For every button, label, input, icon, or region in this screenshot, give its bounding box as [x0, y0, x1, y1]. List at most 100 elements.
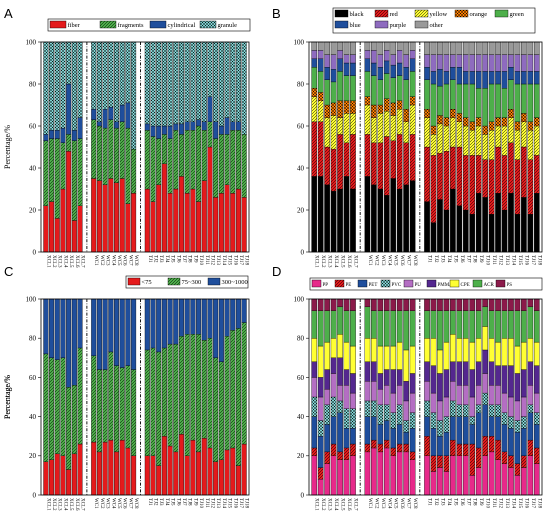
bar-segment-red	[450, 146, 456, 190]
bar-segment-ps	[514, 298, 521, 311]
legend-swatch	[311, 279, 322, 288]
bar-segment-pvc	[456, 404, 463, 417]
bar-segment-red	[533, 155, 540, 194]
bar-segment-black	[403, 184, 409, 253]
y-tick-label: 20	[297, 206, 305, 214]
bar-segment-3001000	[161, 298, 167, 349]
legend-label: green	[510, 11, 525, 18]
bar-segment-yellow	[450, 117, 456, 148]
bar-segment-cylindrical	[218, 125, 224, 135]
category-label: TJ9	[192, 255, 197, 263]
bar-segment-pet	[514, 432, 521, 464]
bar-segment-black	[469, 214, 476, 253]
bar-segment-green	[343, 75, 350, 101]
bar-segment-75300	[201, 339, 207, 439]
bar-segment-orange	[317, 92, 324, 101]
bar-segment-purple	[443, 54, 450, 72]
bar-segment-yellow	[409, 104, 416, 135]
bar-segment-orange	[364, 96, 371, 106]
bar-segment-fiber	[71, 220, 77, 253]
legend-label: ACR	[484, 283, 495, 288]
bar-segment-3001000	[190, 298, 196, 335]
bar-segment-pmma	[469, 369, 476, 398]
bar-segment-pmma	[371, 361, 377, 382]
bar-segment-cpe	[390, 345, 397, 370]
bar-segment-fragments	[54, 138, 60, 219]
bar-segment-pe	[475, 447, 482, 468]
bar-segment-fiber	[173, 188, 179, 253]
bar-segment-pe	[311, 447, 318, 456]
category-label: WC3	[380, 255, 385, 266]
bar-segment-75300	[108, 351, 114, 441]
bar-segment-black	[409, 180, 416, 253]
bar-segment-75300	[91, 355, 97, 443]
bar-segment-pe	[330, 443, 337, 456]
category-label: TJ4	[446, 255, 451, 263]
legend-swatch	[199, 20, 217, 29]
legend: black red yellow orange green blue purple other	[332, 7, 536, 34]
bar-segment-black	[317, 176, 324, 253]
bar-segment-pp	[390, 455, 397, 496]
bar-segment-75300	[96, 369, 102, 453]
bar-segment-75300	[49, 357, 55, 460]
bar-segment-cpe	[527, 338, 534, 362]
panel-letter: C	[4, 264, 13, 279]
bar-segment-75300	[60, 357, 66, 456]
category-label: TJ8	[187, 498, 192, 506]
bar-segment-pp	[424, 455, 430, 496]
bar-segment-green	[403, 79, 409, 110]
bar-segment-granule	[96, 41, 102, 122]
bar-segment-pp	[396, 451, 403, 496]
category-label: TJ5	[170, 255, 175, 263]
bar-segment-green	[462, 83, 469, 118]
bar-segment-blue	[311, 58, 318, 68]
bar-segment-ps	[469, 298, 476, 311]
bar-segment-pvc	[330, 396, 337, 417]
y-tick-label: 40	[29, 164, 37, 172]
bar-segment-fiber	[190, 188, 196, 253]
category-label: WC7	[406, 498, 411, 509]
bar-segment-blue	[527, 71, 534, 85]
bar-segment-pe	[437, 455, 443, 468]
bar-segment-ps	[488, 298, 495, 311]
bar-segment-fragments	[190, 130, 196, 190]
bar-segment-purple	[501, 54, 508, 72]
bar-segment-75	[150, 455, 156, 496]
bar-segment-ps	[475, 298, 482, 311]
category-label: XCL3	[327, 498, 332, 511]
bar-segment-pe	[324, 451, 330, 464]
bar-segment-pet	[409, 428, 416, 453]
bar-segment-pe	[488, 436, 495, 453]
bar-segment-red	[383, 136, 390, 196]
category-label: XCL7	[352, 498, 357, 511]
bar-segment-cpe	[437, 349, 443, 374]
bar-segment-ps	[364, 298, 371, 308]
bar-segment-cpe	[430, 338, 437, 366]
bar-segment-fiber	[241, 197, 247, 253]
bar-segment-pu	[475, 385, 482, 406]
bar-segment-other	[514, 41, 521, 55]
bar-segment-yellow	[364, 104, 371, 135]
bar-segment-purple	[450, 54, 456, 68]
category-label: TJ9	[478, 498, 483, 506]
legend-swatch	[49, 20, 67, 29]
bar-segment-blue	[317, 58, 324, 72]
bar-segment-red	[324, 146, 330, 185]
bar-segment-other	[337, 41, 343, 51]
bar-segment-other	[311, 41, 318, 51]
bar-segment-purple	[390, 54, 397, 66]
category-label: XCL3	[57, 498, 62, 511]
category-label: TJ12	[498, 255, 503, 266]
category-label: XCL2	[320, 498, 325, 511]
legend: PP PE PET PVC PU PMMA CPE ACR PS	[309, 277, 543, 291]
bar-segment-yellow	[383, 111, 390, 137]
bar-segment-fiber	[66, 151, 72, 253]
bar-segment-fragments	[196, 125, 202, 202]
bar-segment-pmma	[437, 373, 443, 402]
bar-segment-3001000	[114, 298, 120, 366]
y-axis-label: Percentage/%	[3, 375, 12, 419]
bar-segment-pu	[443, 396, 450, 417]
category-label: TJ14	[510, 498, 515, 509]
category-label: TJ7	[465, 498, 470, 506]
bar-segment-pmma	[508, 365, 514, 398]
